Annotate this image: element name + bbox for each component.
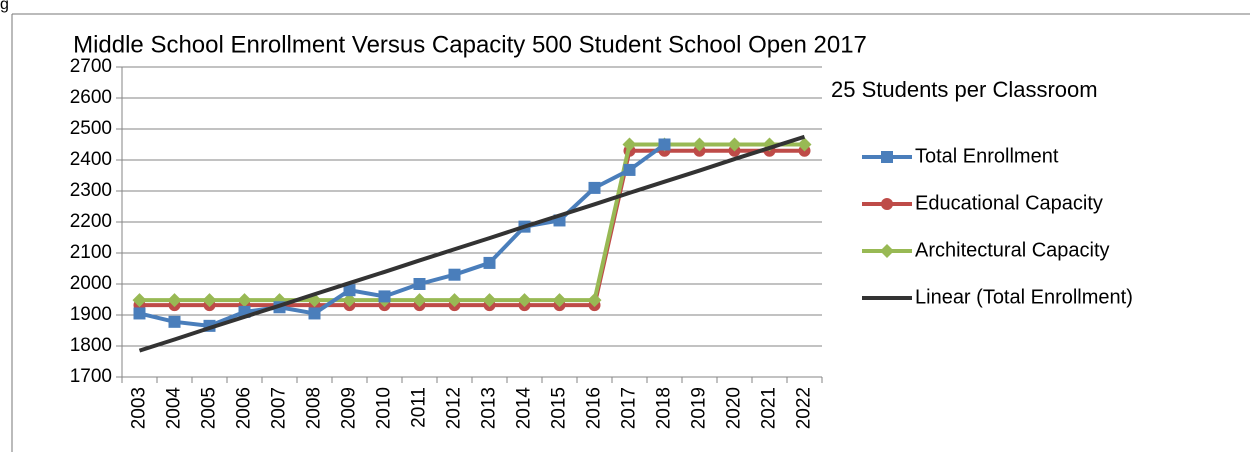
marker	[308, 307, 321, 320]
marker	[447, 293, 462, 308]
x-tick-label: 2011	[409, 387, 430, 428]
x-tick-label: 2017	[619, 387, 640, 429]
marker	[552, 293, 567, 308]
y-tick-label: 1900	[70, 304, 112, 325]
marker	[448, 268, 461, 281]
marker	[343, 284, 356, 297]
marker	[412, 293, 427, 308]
legend-label: Architectural Capacity	[915, 239, 1110, 261]
legend-label: Educational Capacity	[915, 192, 1103, 214]
y-tick-label: 1800	[70, 335, 112, 356]
y-tick-label: 2100	[70, 242, 112, 263]
y-tick-label: 2200	[70, 211, 112, 232]
x-tick-label: 2022	[794, 387, 815, 429]
marker	[622, 137, 637, 152]
x-tick-label: 2021	[759, 387, 780, 429]
x-tick-label: 2015	[549, 387, 570, 429]
legend-marker	[881, 198, 893, 210]
marker	[482, 293, 497, 308]
y-tick-label: 2000	[70, 273, 112, 294]
legend-marker	[880, 244, 894, 258]
marker	[167, 293, 182, 308]
x-tick-label: 2019	[689, 387, 710, 429]
marker	[237, 293, 252, 308]
y-tick-label: 2500	[70, 118, 112, 139]
marker	[587, 293, 602, 308]
x-tick-label: 2007	[269, 387, 290, 429]
series-line	[139, 148, 805, 308]
x-tick-label: 2013	[479, 387, 500, 429]
x-tick-label: 2012	[444, 387, 465, 429]
x-tick-label: 2020	[724, 387, 745, 429]
marker	[378, 290, 391, 303]
x-tick-label: 2004	[164, 387, 185, 430]
x-tick-label: 2014	[514, 387, 535, 430]
x-tick-label: 2016	[584, 387, 605, 429]
marker	[413, 278, 426, 290]
marker	[483, 256, 496, 269]
marker	[202, 293, 217, 308]
legend-label: Total Enrollment	[915, 145, 1059, 167]
marker	[623, 163, 636, 176]
x-tick-label: 2005	[199, 387, 220, 429]
marker	[133, 307, 146, 320]
marker	[797, 137, 812, 152]
marker	[517, 293, 532, 308]
series-line	[139, 142, 666, 328]
x-tick-label: 2018	[654, 387, 675, 429]
y-tick-label: 2400	[70, 149, 112, 170]
x-tick-label: 2009	[339, 387, 360, 429]
fragment-text: g	[0, 0, 9, 13]
x-tick-label: 2010	[374, 387, 395, 429]
x-tick-label: 2003	[129, 387, 150, 429]
legend-label: Linear (Total Enrollment)	[915, 286, 1133, 308]
marker	[658, 138, 671, 151]
marker	[692, 137, 707, 152]
y-tick-label: 2300	[70, 180, 112, 201]
marker	[168, 315, 181, 328]
x-tick-label: 2006	[234, 387, 255, 429]
chart-title: Middle School Enrollment Versus Capacity…	[73, 31, 867, 58]
y-tick-label: 2600	[70, 87, 112, 108]
y-tick-label: 2700	[70, 56, 112, 77]
annotation: 25 Students per Classroom	[831, 77, 1098, 102]
marker	[342, 293, 357, 308]
y-tick-label: 1700	[70, 366, 112, 387]
legend-marker	[881, 151, 893, 163]
marker	[588, 181, 601, 194]
x-tick-label: 2008	[304, 387, 325, 429]
marker	[727, 137, 742, 152]
series-line	[138, 134, 806, 353]
marker	[132, 293, 147, 308]
